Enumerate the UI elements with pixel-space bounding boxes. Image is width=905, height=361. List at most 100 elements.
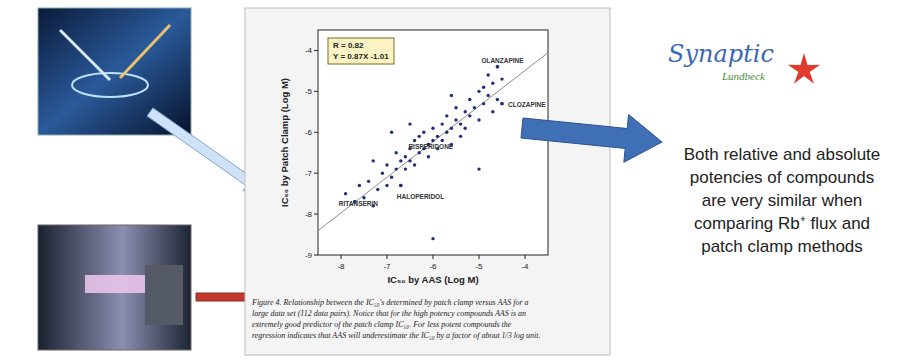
point <box>372 159 375 162</box>
annotation-label: OLANZAPINE <box>481 57 524 64</box>
annotation-label: HALOPERIDOL <box>397 193 444 200</box>
logo-main: Synaptic <box>668 40 774 68</box>
x-tick-label: -8 <box>337 262 345 271</box>
conclusion-line: patch clamp methods <box>701 237 863 256</box>
plot-area <box>318 53 548 241</box>
point <box>431 237 434 240</box>
photo-detail <box>145 265 183 325</box>
y-tick-label: -7 <box>305 169 313 178</box>
point <box>390 131 393 134</box>
x-tick <box>525 255 526 259</box>
point <box>491 110 494 113</box>
y-tick-label: -5 <box>305 87 313 96</box>
point <box>408 122 411 125</box>
stats-text: R = 0.82 <box>333 41 364 50</box>
regression-line <box>318 53 548 231</box>
point <box>496 98 499 101</box>
point <box>445 131 448 134</box>
conclusion-line: potencies of compounds <box>690 168 874 187</box>
caption-line: large data set (112 data pairs). Notice … <box>252 309 526 318</box>
point <box>436 135 439 138</box>
y-tick-label: -4 <box>305 46 313 55</box>
point <box>450 126 453 129</box>
point <box>500 102 503 105</box>
point <box>491 81 494 84</box>
photo-aas <box>38 225 191 350</box>
x-tick <box>387 255 388 259</box>
point <box>464 110 467 113</box>
annotation-label: CLOZAPINE <box>508 101 546 108</box>
y-tick <box>314 50 318 51</box>
point <box>404 155 407 158</box>
point <box>473 106 476 109</box>
point <box>468 98 471 101</box>
point <box>390 176 393 179</box>
arrow-conclusion <box>521 115 662 163</box>
point <box>487 73 490 76</box>
point <box>454 106 457 109</box>
y-tick-label: -9 <box>305 251 313 260</box>
point <box>496 65 499 68</box>
stats-text: Y = 0.87X -1.01 <box>333 52 389 61</box>
x-tick <box>433 255 434 259</box>
point <box>477 90 480 93</box>
conclusion-line: comparing Rb⁺ flux and <box>694 214 870 233</box>
stats-box <box>328 38 394 64</box>
point <box>441 122 444 125</box>
point <box>445 114 448 117</box>
point <box>408 159 411 162</box>
point <box>450 94 453 97</box>
y-axis-label: IC₅₀ by Patch Clamp (Log M) <box>279 78 290 207</box>
point <box>487 94 490 97</box>
point <box>344 192 347 195</box>
x-tick-label: -7 <box>383 262 391 271</box>
point <box>422 131 425 134</box>
annotation-point <box>500 102 503 105</box>
x-tick <box>341 255 342 259</box>
point <box>404 167 407 170</box>
y-tick <box>314 173 318 174</box>
caption-line: extremely good predictor of the patch cl… <box>252 320 512 329</box>
logo-sub: Lundbeck <box>721 70 766 82</box>
x-tick <box>479 255 480 259</box>
photo-detail <box>60 30 110 80</box>
x-tick-label: -4 <box>521 262 529 271</box>
point <box>431 126 434 129</box>
conclusion-line: are very similar when <box>702 191 863 210</box>
caption-line: regression indicates that AAS will under… <box>252 331 541 340</box>
point <box>395 167 398 170</box>
x-axis-label: IC₅₀ by AAS (Log M) <box>387 274 478 285</box>
point <box>468 114 471 117</box>
point <box>464 126 467 129</box>
point <box>482 102 485 105</box>
point <box>399 159 402 162</box>
point <box>381 171 384 174</box>
point <box>477 118 480 121</box>
point <box>418 151 421 154</box>
point <box>367 180 370 183</box>
point <box>385 163 388 166</box>
slide: -8 -7 -6 -5 -4 -9 -8 -7 -6 -5 -4 IC₅₀ by AAS (Log M… <box>0 0 905 361</box>
y-tick <box>314 91 318 92</box>
point <box>376 188 379 191</box>
point <box>385 184 388 187</box>
photo-detail <box>72 73 148 97</box>
conclusion-line: Both relative and absolute <box>684 145 881 164</box>
x-tick-label: -6 <box>429 262 437 271</box>
annotation-point <box>399 184 402 187</box>
point <box>427 155 430 158</box>
x-tick-label: -5 <box>475 262 483 271</box>
photo-detail <box>120 25 170 78</box>
point <box>500 77 503 80</box>
point <box>459 122 462 125</box>
y-tick-label: -8 <box>305 210 313 219</box>
point <box>418 135 421 138</box>
y-tick-label: -6 <box>305 128 313 137</box>
annotation-label: RISPERIDONE <box>408 143 453 150</box>
point <box>454 118 457 121</box>
caption-line: Figure 4. Relationship between the IC₅₀'… <box>251 298 529 307</box>
point <box>477 167 480 170</box>
point <box>459 135 462 138</box>
figure-panel <box>245 8 610 355</box>
point <box>482 86 485 89</box>
